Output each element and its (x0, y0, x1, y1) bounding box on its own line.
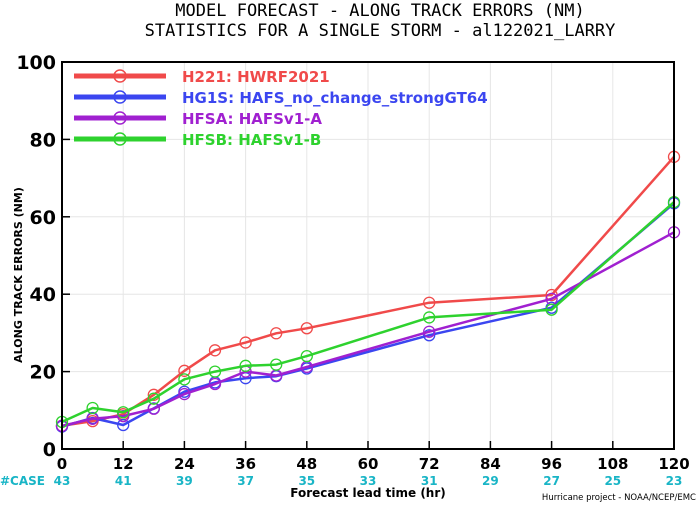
chart-title: MODEL FORECAST - ALONG TRACK ERRORS (NM) (175, 1, 584, 21)
series-marker (239, 336, 252, 349)
y-tick-label: 60 (30, 207, 56, 229)
case-count: 25 (604, 474, 621, 488)
x-tick-label: 72 (419, 455, 440, 473)
series-marker (423, 296, 436, 309)
y-tick-label: 0 (43, 439, 56, 461)
case-count: 41 (115, 474, 132, 488)
y-tick-label: 40 (30, 284, 56, 306)
y-axis-label: ALONG TRACK ERRORS (NM) (12, 187, 25, 363)
series-marker (208, 377, 222, 391)
case-counts: 43 41 39 37 35 33 31 29 27 25 23 (54, 474, 683, 488)
x-axis-label: Forecast lead time (hr) (290, 486, 446, 500)
legend-swatch-marker (113, 132, 127, 146)
series-marker (178, 364, 191, 377)
legend-label: HFSA: HAFSv1-A (182, 110, 322, 128)
series-marker (423, 329, 436, 342)
case-count: 35 (298, 474, 315, 488)
series-layer (55, 150, 681, 433)
legend-swatch-marker (113, 90, 127, 104)
x-tick-label: 24 (174, 455, 195, 473)
legend-label: HFSB: HAFSv1-B (182, 131, 321, 149)
x-tick-label: 96 (541, 455, 562, 473)
x-tick-label: 84 (480, 455, 501, 473)
legend-label: H221: HWRF2021 (182, 68, 330, 86)
legend-item: HFSB: HAFSv1-B (74, 131, 321, 149)
x-tick-label: 48 (296, 455, 317, 473)
case-count: 31 (421, 474, 438, 488)
x-tick-label: 108 (597, 455, 628, 473)
chart-subtitle: STATISTICS FOR A SINGLE STORM - al122021… (145, 21, 616, 41)
case-count: 39 (176, 474, 193, 488)
legend-label: HG1S: HAFS_no_change_strongGT64 (182, 89, 488, 107)
y-tick-label: 80 (30, 129, 56, 151)
series-marker (300, 349, 313, 363)
series-marker (147, 402, 160, 415)
series-marker (270, 327, 283, 340)
series-marker (117, 409, 130, 423)
series-marker (545, 303, 558, 316)
case-count: 37 (237, 474, 254, 488)
series-marker (270, 358, 283, 371)
series-marker (300, 322, 313, 335)
series-marker (239, 359, 252, 372)
series-marker (178, 373, 191, 386)
series-marker (423, 325, 436, 338)
x-tick-label: 0 (57, 455, 67, 473)
series-marker (117, 418, 130, 432)
case-count: 33 (360, 474, 377, 488)
legend: H221: HWRF2021 HG1S: HAFS_no_change_stron… (74, 68, 488, 149)
x-tick-label: 12 (113, 455, 134, 473)
case-count: 27 (543, 474, 560, 488)
series-marker (423, 311, 436, 324)
case-count: 29 (482, 474, 499, 488)
y-tick-label: 100 (16, 52, 56, 74)
y-tick-label: 20 (30, 362, 56, 384)
series-marker (208, 365, 222, 378)
legend-swatch-marker (113, 69, 127, 83)
series-marker (208, 344, 222, 357)
legend-item: H221: HWRF2021 (74, 68, 330, 86)
x-tick-label: 36 (235, 455, 256, 473)
case-label: #CASE (0, 474, 45, 488)
legend-swatch-marker (113, 111, 127, 125)
series-marker (147, 392, 160, 405)
axis-ticks: 0 20 40 60 80 100 0 12 24 36 48 60 72 84 96 108 120 (16, 52, 689, 473)
series-hfsa (55, 226, 681, 432)
series-marker (178, 387, 191, 401)
series-marker (86, 401, 99, 415)
legend-item: HG1S: HAFS_no_change_strongGT64 (74, 89, 488, 107)
x-tick-label: 120 (658, 455, 689, 473)
case-count: 43 (54, 474, 71, 488)
x-tick-label: 60 (358, 455, 379, 473)
credit-text: Hurricane project - NOAA/NCEP/EMC (542, 493, 696, 503)
case-count: 23 (666, 474, 683, 488)
legend-item: HFSA: HAFSv1-A (74, 110, 322, 128)
series-marker (117, 406, 130, 419)
